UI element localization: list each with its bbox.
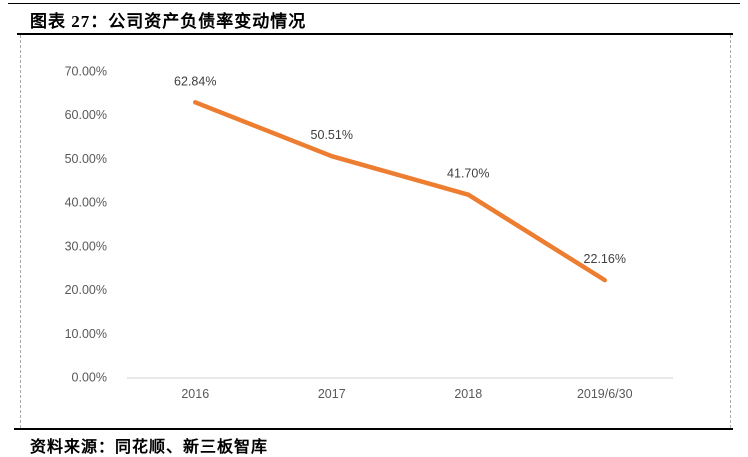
title-underline-rule: [17, 33, 733, 35]
top-rule: [8, 3, 740, 4]
data-label: 41.70%: [447, 167, 489, 181]
x-axis-category-label: 2017: [318, 387, 346, 401]
y-axis-tick-label: 10.00%: [65, 327, 107, 341]
data-label: 22.16%: [584, 252, 626, 266]
source-note: 资料来源：同花顺、新三板智库: [30, 439, 269, 456]
x-axis-category-label: 2016: [181, 387, 209, 401]
y-axis-tick-label: 30.00%: [65, 239, 107, 253]
y-axis-tick-label: 70.00%: [65, 65, 107, 79]
data-label: 62.84%: [174, 74, 216, 88]
y-axis-tick-label: 20.00%: [65, 283, 107, 297]
y-axis-tick-label: 50.00%: [65, 152, 107, 166]
series-line: [193, 100, 607, 283]
x-axis-category-label: 2019/6/30: [577, 387, 633, 401]
y-axis-tick-label: 40.00%: [65, 196, 107, 210]
figure-title: 图表 27：公司资产负债率变动情况: [30, 12, 307, 31]
data-label: 50.51%: [311, 128, 353, 142]
bottom-rule: [14, 428, 733, 430]
chart-box-right-dashed-border: [730, 35, 731, 428]
x-axis-category-label: 2018: [454, 387, 482, 401]
chart-box-left-dashed-border: [20, 35, 21, 428]
y-axis-tick-label: 0.00%: [72, 371, 107, 385]
y-axis-tick-label: 60.00%: [65, 108, 107, 122]
